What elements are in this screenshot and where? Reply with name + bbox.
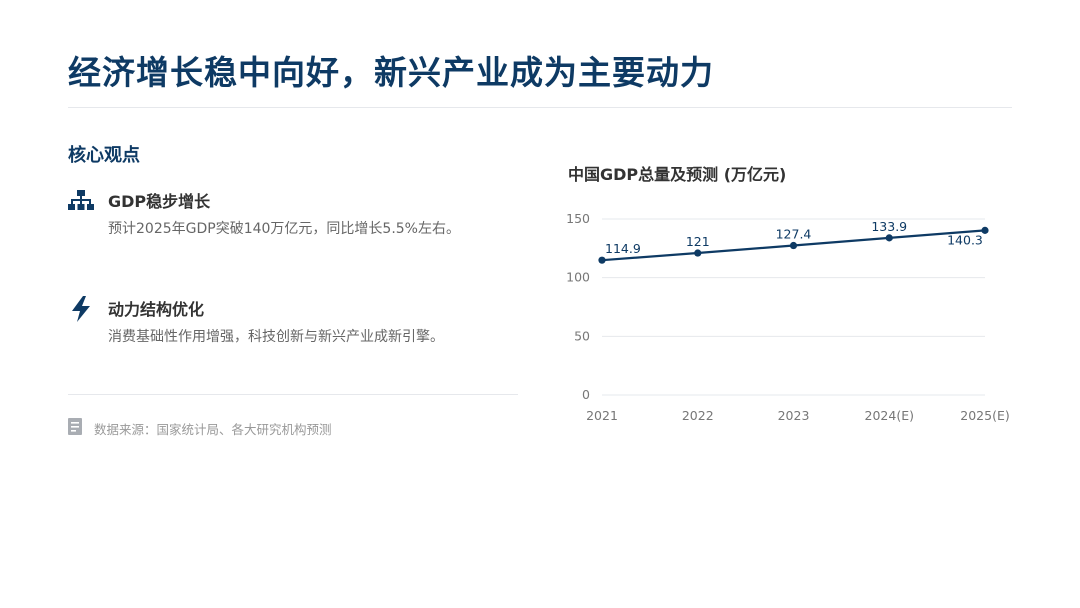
data-label: 127.4 <box>776 227 812 242</box>
chart-title: 中国GDP总量及预测 (万亿元) <box>568 165 787 184</box>
insight-description: 消费基础性作用增强，科技创新与新兴产业成新引擎。 <box>108 329 444 345</box>
data-label: 121 <box>686 234 710 249</box>
insight-title: 动力结构优化 <box>108 300 205 319</box>
data-point <box>981 226 989 234</box>
data-point <box>885 234 893 242</box>
hierarchy-icon <box>68 188 94 214</box>
insight-description: 预计2025年GDP突破140万亿元，同比增长5.5%左右。 <box>108 221 460 237</box>
document-icon <box>68 418 82 435</box>
x-tick-label: 2023 <box>778 408 810 423</box>
gdp-line-chart: 0 50 100 150 2021 2022 2023 2024(E) 2025(E) 114.9… <box>566 211 1010 423</box>
data-label: 140.3 <box>947 232 983 247</box>
data-label: 114.9 <box>605 241 641 256</box>
y-tick-label: 100 <box>566 270 590 285</box>
y-tick-label: 150 <box>566 211 590 226</box>
x-tick-label: 2022 <box>682 408 714 423</box>
title-divider <box>68 107 1012 108</box>
data-point <box>694 249 702 257</box>
x-tick-label: 2024(E) <box>865 408 914 423</box>
content-divider <box>68 394 518 395</box>
source-text: 数据来源：国家统计局、各大研究机构预测 <box>94 422 332 437</box>
section-heading: 核心观点 <box>68 145 140 166</box>
x-tick-label: 2021 <box>586 408 618 423</box>
y-tick-label: 50 <box>574 328 590 343</box>
lightning-icon <box>68 296 94 322</box>
insight-title: GDP稳步增长 <box>108 192 211 211</box>
x-tick-label: 2025(E) <box>960 408 1009 423</box>
data-label: 133.9 <box>871 219 907 234</box>
data-point <box>598 256 606 264</box>
y-tick-label: 0 <box>582 387 590 402</box>
data-point <box>789 241 798 250</box>
page-title: 经济增长稳中向好，新兴产业成为主要动力 <box>68 53 714 92</box>
